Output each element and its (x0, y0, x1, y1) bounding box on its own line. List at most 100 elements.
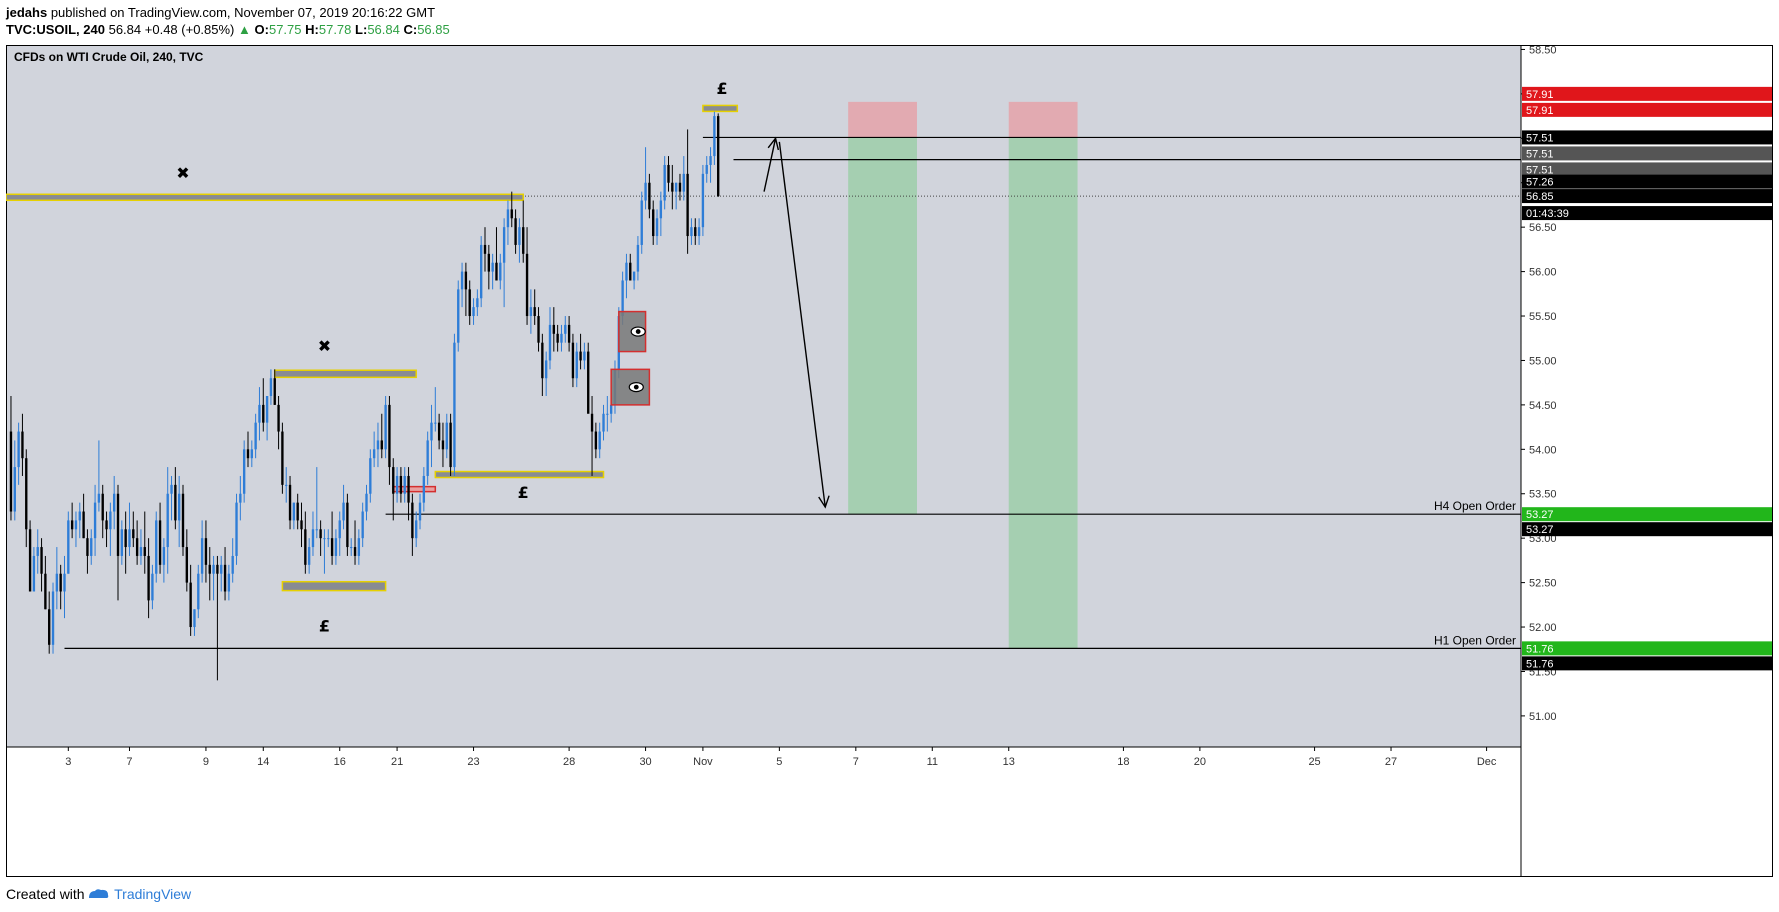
candle (174, 467, 177, 530)
candle (330, 511, 334, 565)
candle-body (338, 520, 341, 539)
candle-body (686, 173, 689, 237)
candle (51, 582, 55, 654)
candle-body (548, 324, 552, 361)
order-label: H1 Open Order (1434, 633, 1516, 647)
candle (281, 422, 284, 494)
candlestick-chart[interactable]: ✖ ✖ £ £ £ H4 Open Order H1 Open Order CFDs on W… (5, 44, 1773, 877)
stop-zone (1008, 101, 1078, 138)
supply-zone[interactable] (702, 104, 739, 113)
pound-icon: £ (716, 79, 727, 98)
candle (151, 564, 154, 610)
candle-body (242, 449, 246, 494)
plot-area[interactable] (7, 46, 1521, 747)
high-label: H: (305, 22, 319, 37)
candle (193, 609, 196, 636)
candle-body (541, 342, 544, 379)
candle-body (254, 422, 257, 450)
candle-body (300, 520, 303, 530)
x-tick-label: 27 (1385, 756, 1397, 768)
candle-body (476, 298, 479, 308)
candle (395, 467, 399, 503)
candle (625, 253, 628, 299)
candle-body (55, 573, 59, 592)
candle (311, 511, 315, 556)
candle (67, 511, 70, 574)
stop-zone (848, 101, 917, 138)
candle (231, 538, 234, 583)
candle (441, 422, 445, 468)
author-name[interactable]: jedahs (6, 5, 48, 20)
candle (602, 404, 605, 441)
candle (166, 467, 169, 574)
candle (277, 396, 280, 450)
candle (350, 538, 353, 556)
candle (128, 502, 131, 556)
x-tick-label: 7 (853, 756, 859, 768)
candle (434, 387, 437, 432)
x-tick-label: 25 (1308, 756, 1320, 768)
candle (204, 520, 208, 583)
candle (705, 156, 708, 183)
candle (529, 289, 533, 334)
candle-body (415, 520, 418, 539)
candle-body (200, 538, 204, 574)
candle (552, 307, 556, 352)
candle (120, 520, 124, 565)
chart-frame[interactable]: ✖ ✖ £ £ £ H4 Open Order H1 Open Order CFDs on W… (5, 44, 1773, 877)
candle (445, 413, 448, 459)
price-label (1522, 656, 1772, 671)
candle-body (223, 564, 227, 592)
x-tick-label: 20 (1194, 756, 1206, 768)
supply-zone[interactable] (434, 470, 605, 479)
candle (170, 475, 173, 521)
candle (629, 253, 632, 281)
candle (353, 520, 357, 565)
supply-zone[interactable] (5, 193, 524, 202)
candle-body (185, 547, 189, 583)
candle (342, 484, 345, 530)
candle-body (311, 529, 315, 548)
candle (25, 449, 28, 548)
candle-body (181, 493, 185, 548)
candle (476, 289, 479, 317)
candle (82, 493, 85, 539)
candle-body (158, 520, 162, 565)
candle (594, 422, 598, 459)
candle (380, 413, 383, 459)
candle-body (285, 484, 288, 486)
arrow-down[interactable] (778, 141, 826, 508)
candle-body (437, 422, 441, 441)
candle-body (376, 440, 380, 450)
candle-body (170, 484, 173, 494)
candle-body (384, 404, 387, 450)
x-tick-label: 28 (563, 756, 575, 768)
candle (583, 342, 586, 370)
candle (13, 440, 16, 521)
candle (682, 156, 685, 201)
candle-body (583, 351, 586, 361)
candle-body (667, 164, 670, 183)
candle (388, 396, 391, 485)
supply-zone[interactable] (281, 580, 387, 592)
candle-body (86, 538, 89, 556)
candle-body (422, 475, 426, 503)
candle (48, 591, 51, 654)
arrow-up[interactable] (763, 138, 777, 192)
candle (44, 555, 47, 610)
eye-pupil-icon (635, 329, 641, 334)
candle (55, 547, 59, 610)
candle-body (231, 555, 234, 574)
candle (468, 280, 471, 325)
y-tick-label: 55.00 (1529, 355, 1557, 367)
candle (564, 316, 567, 343)
candle (487, 244, 491, 290)
pound-icon: £ (319, 616, 330, 635)
tradingview-link[interactable]: TradingView (114, 886, 192, 902)
open-label: O: (254, 22, 269, 37)
red-zone[interactable] (392, 485, 437, 493)
candle-body (155, 520, 158, 574)
supply-zone[interactable] (273, 369, 417, 379)
candle-body (609, 404, 613, 414)
price-label-text: 51.76 (1526, 658, 1554, 670)
